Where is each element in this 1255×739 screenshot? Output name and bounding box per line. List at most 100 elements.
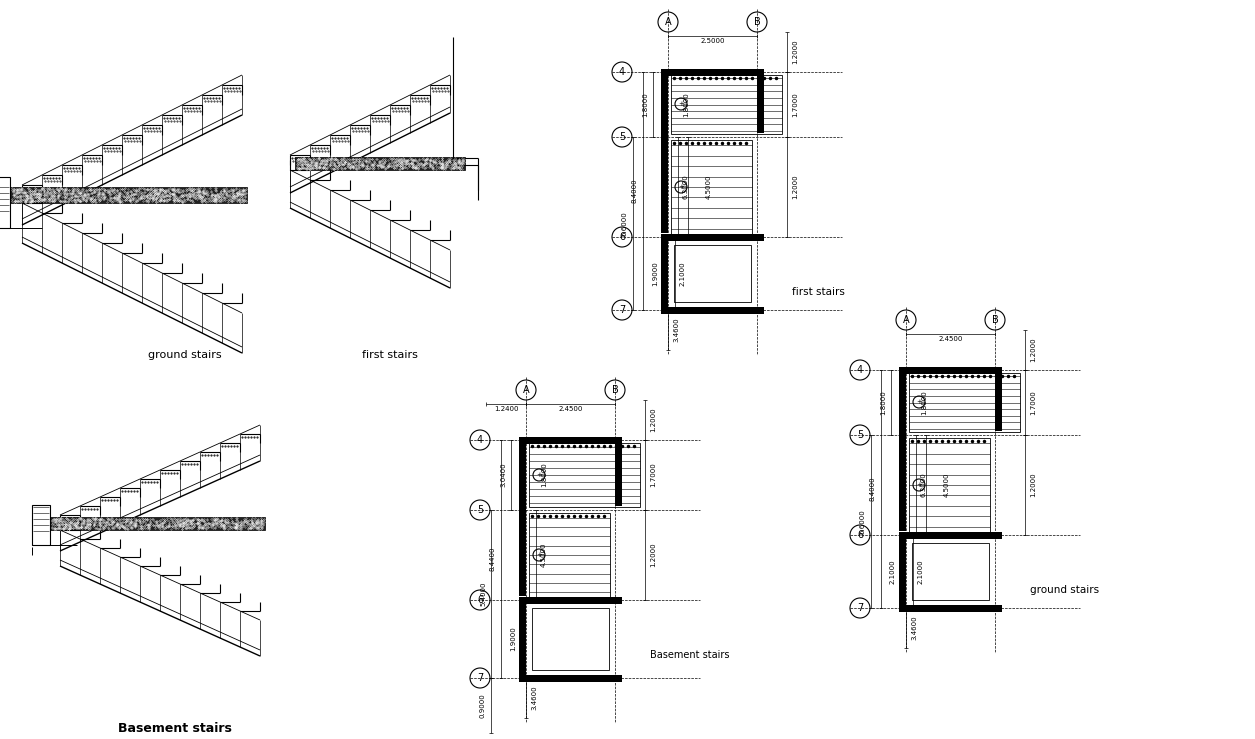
Text: 2.4500: 2.4500 [558,406,582,412]
Text: 7: 7 [477,673,483,683]
Text: Basement stairs: Basement stairs [650,650,729,660]
Text: 5: 5 [477,505,483,515]
Text: +: + [536,552,542,558]
Bar [295,157,466,170]
Text: 2.1000: 2.1000 [680,261,686,286]
Text: 1.8000: 1.8000 [683,92,689,117]
Bar [899,538,906,608]
Bar [50,517,265,530]
Text: +: + [678,184,684,190]
Text: B: B [611,385,619,395]
Text: 2.1000: 2.1000 [917,559,924,584]
Text: 7: 7 [619,305,625,315]
Bar [671,75,782,134]
Text: 0.9000: 0.9000 [479,693,486,718]
Bar [530,513,610,597]
Text: 4: 4 [477,435,483,445]
Bar [661,240,668,310]
Text: +: + [536,472,542,478]
Text: 6.6000: 6.6000 [860,509,866,534]
Bar [615,443,622,506]
Text: 4.5000: 4.5000 [707,174,712,200]
Text: +: + [916,399,922,405]
Bar [661,75,668,233]
Text: 2.1000: 2.1000 [890,559,896,584]
Text: 4: 4 [619,67,625,77]
Text: 5: 5 [619,132,625,142]
Bar [0,177,10,228]
Text: 1.2000: 1.2000 [650,542,656,568]
Bar [520,603,526,678]
Text: A: A [665,17,671,27]
Bar [674,245,750,302]
Bar [912,543,989,600]
Text: 1.8000: 1.8000 [921,390,927,415]
Bar [661,234,764,241]
Bar [520,675,622,682]
Text: 4.5000: 4.5000 [944,473,950,497]
Bar [661,307,764,314]
Bar [671,140,752,234]
Text: 5: 5 [857,430,863,440]
Bar [520,443,526,596]
Text: 1.8000: 1.8000 [880,390,886,415]
Bar [530,443,640,507]
Text: 7: 7 [857,603,863,613]
Bar [31,505,50,545]
Text: 8.4000: 8.4000 [870,477,876,501]
Text: 3.4600: 3.4600 [673,318,679,342]
Text: 6.3000: 6.3000 [683,174,689,200]
Bar [520,597,622,604]
Text: 4: 4 [857,365,863,375]
Text: ground stairs: ground stairs [148,350,222,360]
Text: 3.4600: 3.4600 [911,616,917,640]
Text: 6: 6 [477,595,483,605]
Text: 8.4000: 8.4000 [633,179,638,203]
Text: 1.2000: 1.2000 [1030,473,1035,497]
Bar [532,608,609,670]
Bar [661,69,764,76]
Text: 6.6000: 6.6000 [622,211,628,236]
Text: 6: 6 [619,232,625,242]
Bar [899,532,1001,539]
Text: 4.5000: 4.5000 [541,542,547,568]
Text: 1.8000: 1.8000 [643,92,648,117]
Bar [520,437,622,444]
Text: B: B [991,315,999,325]
Text: 1.9000: 1.9000 [510,627,516,651]
Text: 1.2000: 1.2000 [650,408,656,432]
Text: first stairs: first stairs [361,350,418,360]
Text: 2.5000: 2.5000 [700,38,724,44]
Text: 1.2000: 1.2000 [1030,338,1035,362]
Text: 1.9000: 1.9000 [653,261,658,286]
Text: first stairs: first stairs [792,287,845,297]
Bar [899,605,1001,612]
Text: 6: 6 [857,530,863,540]
Bar [899,373,906,531]
Text: 1.7000: 1.7000 [792,92,798,117]
Text: 1.2400: 1.2400 [493,406,518,412]
Text: 5.4000: 5.4000 [479,582,486,606]
Text: Basement stairs: Basement stairs [118,721,232,735]
Text: 6.3000: 6.3000 [921,473,927,497]
Bar [909,373,1020,432]
Text: 1.7000: 1.7000 [1030,390,1035,415]
Text: +: + [916,482,922,488]
Text: A: A [902,315,910,325]
Bar [995,373,1001,431]
Text: 1.2000: 1.2000 [792,40,798,64]
Text: ground stairs: ground stairs [1030,585,1099,595]
Bar [909,438,990,532]
Text: B: B [753,17,761,27]
Text: +: + [678,101,684,107]
Text: 1.7000: 1.7000 [650,463,656,488]
Bar [10,187,247,203]
Text: 1.2000: 1.2000 [792,174,798,200]
Text: 8.4400: 8.4400 [489,547,496,571]
Text: A: A [522,385,530,395]
Text: 3.0400: 3.0400 [499,463,506,487]
Bar [757,75,764,133]
Bar [899,367,1001,374]
Text: 1.8000: 1.8000 [541,463,547,488]
Text: 3.4600: 3.4600 [531,686,537,710]
